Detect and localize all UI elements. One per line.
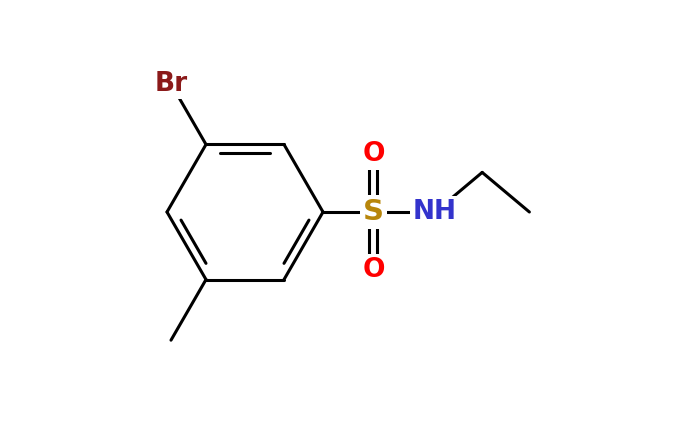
Text: NH: NH — [413, 199, 457, 225]
Text: O: O — [362, 141, 385, 167]
Text: Br: Br — [154, 71, 187, 97]
Text: O: O — [362, 257, 385, 283]
Text: S: S — [363, 198, 384, 226]
